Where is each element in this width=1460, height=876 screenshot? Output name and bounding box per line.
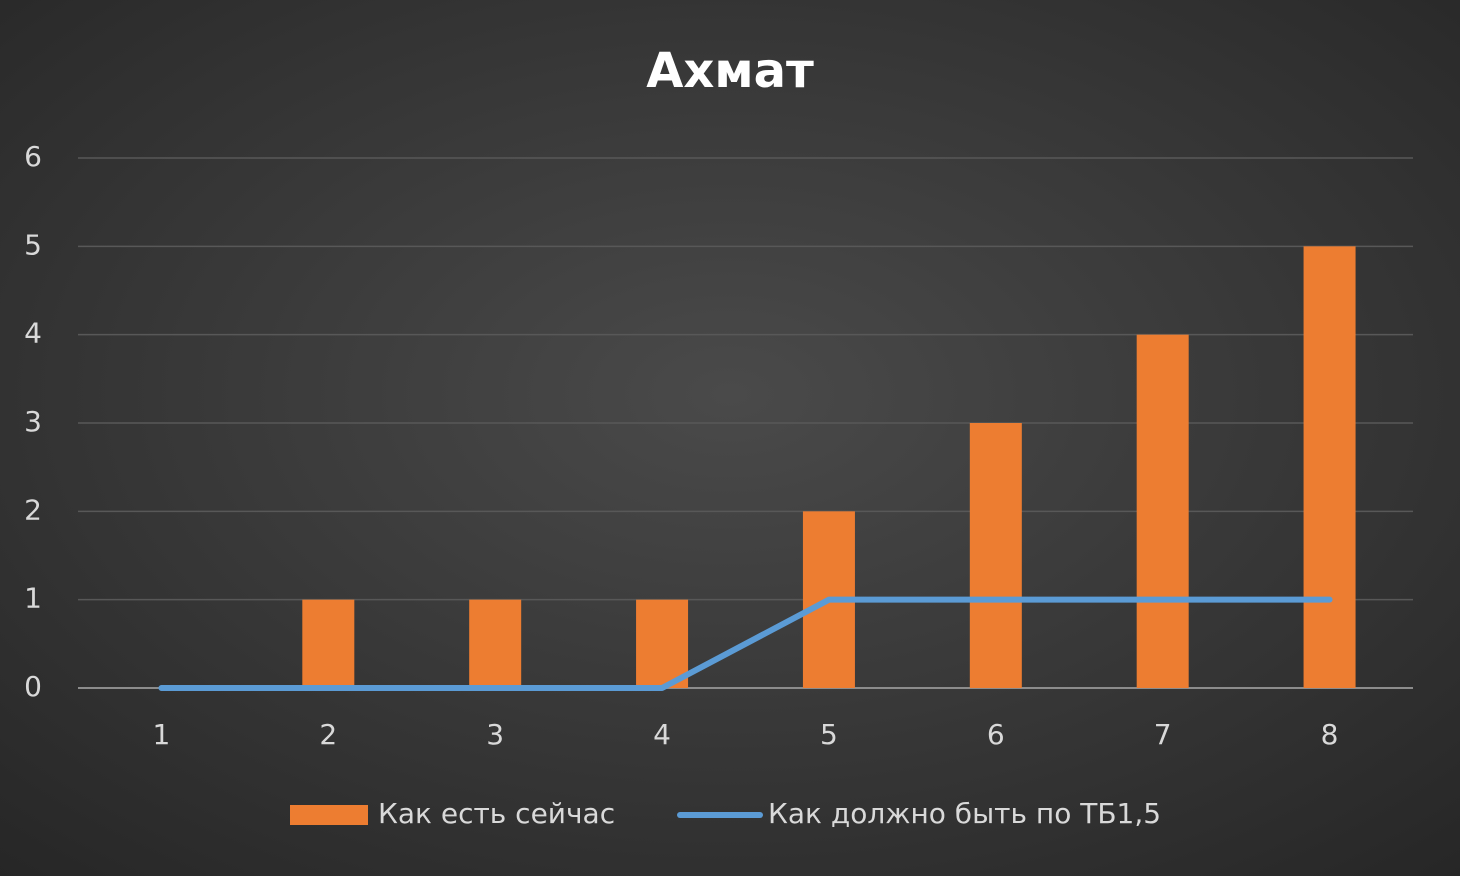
line <box>158 596 1333 691</box>
bar <box>636 599 689 688</box>
x-tick-label: 7 <box>1154 718 1172 751</box>
y-tick-label: 0 <box>24 670 42 703</box>
y-tick-label: 5 <box>24 228 42 261</box>
legend-label: Как должно быть по ТБ1,5 <box>768 797 1161 830</box>
x-tick-label: 1 <box>153 718 171 751</box>
bar <box>969 423 1022 688</box>
bar <box>1136 334 1189 688</box>
y-tick-label: 3 <box>24 405 42 438</box>
x-tick-label: 8 <box>1321 718 1339 751</box>
y-tick-label: 6 <box>24 140 42 173</box>
x-tick-label: 5 <box>820 718 838 751</box>
bar <box>302 599 355 688</box>
y-tick-label: 1 <box>24 582 42 615</box>
y-tick-label: 2 <box>24 493 42 526</box>
x-tick-label: 4 <box>653 718 671 751</box>
x-tick-label: 2 <box>319 718 337 751</box>
chart-title: Ахмат <box>646 43 814 99</box>
bar <box>469 599 522 688</box>
x-tick-label: 6 <box>987 718 1005 751</box>
legend-label: Как есть сейчас <box>378 797 615 830</box>
x-tick-label: 3 <box>486 718 504 751</box>
bar <box>1303 246 1356 689</box>
legend-swatch <box>290 805 368 825</box>
y-tick-label: 4 <box>24 317 42 350</box>
